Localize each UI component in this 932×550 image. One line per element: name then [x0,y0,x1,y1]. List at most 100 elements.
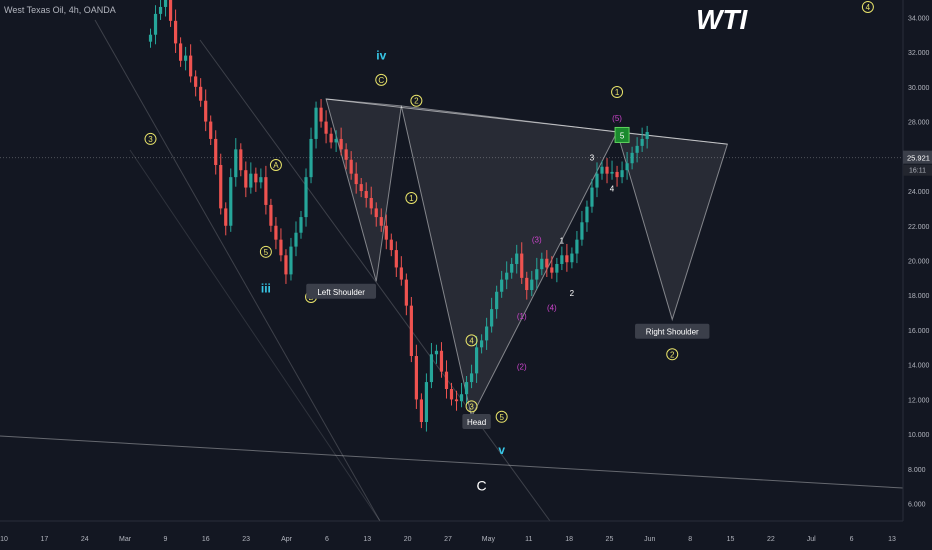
candle-body [429,354,434,383]
wave-circle [611,86,624,99]
last-price-tag [903,150,932,164]
channel-line [0,435,904,489]
y-tick-label: 8.000 [908,467,926,474]
x-tick-label: 24 [81,536,89,543]
wave-circle [465,334,478,347]
candle-body [163,0,168,7]
y-tick-label: 22.000 [908,224,930,231]
brand-title: WTI [696,4,748,35]
candle-body [490,309,494,327]
candle-body [540,258,544,270]
candle-body [590,187,594,207]
x-tick-label: 6 [325,536,329,543]
candle-body [409,305,413,357]
candle-body [630,152,634,164]
wave-label: 5 [264,248,269,257]
candle-body [620,170,624,178]
wave-label: (4) [547,303,557,312]
candle-body [374,208,378,218]
candle-body [645,131,649,139]
candle-body [173,20,178,44]
y-tick-label: 32.000 [908,50,930,57]
candle-body [304,177,308,218]
candle-body [354,173,358,185]
candle-body [505,272,509,280]
candle-body [404,279,408,306]
candle-body [474,347,479,374]
candle-body [153,13,158,35]
wave-circle [666,348,679,361]
x-tick-label: 15 [727,536,735,543]
candle-body [284,255,288,275]
candle-body [510,263,514,273]
x-tick-label: 13 [888,536,896,543]
y-tick-label: 18.000 [908,293,930,300]
wave-circle [269,158,282,171]
x-tick-label: 13 [363,536,371,543]
candle-body [379,217,383,226]
wave-label: 2 [570,289,575,298]
candle-body [148,34,153,42]
candle-body [454,399,459,402]
y-tick-label: 24.000 [908,189,930,196]
x-tick-label: 8 [688,536,692,543]
candle-body [575,239,579,254]
candle-body [610,171,614,174]
wave-label: A [273,161,279,170]
candle-body [545,258,549,268]
price-axis-bg [903,0,932,550]
candle-body [224,208,228,226]
candle-body [349,159,353,174]
wave-circle [410,94,423,107]
channel-line [129,149,381,522]
candle-body [179,43,183,61]
candle-body [469,373,474,383]
candle-body [495,291,499,310]
candle-body [399,267,403,280]
candle-body [168,0,173,21]
candle-body [359,184,363,192]
wave-label: (5) [612,114,622,123]
wave-label: iv [376,49,386,63]
candle-body [219,164,223,209]
y-tick-label: 10.000 [908,432,930,439]
candle-body [314,107,318,139]
symbol-title: West Texas Oil, 4h, OANDA [4,5,116,15]
pattern-label: Left Shoulder [317,288,365,297]
target-box [614,126,630,143]
candle-body [294,232,298,247]
wave-circle [495,410,508,423]
x-tick-label: Jun [644,536,655,543]
y-tick-label: 6.000 [908,502,926,509]
pattern-label-box [306,283,377,299]
y-tick-label: 12.000 [908,397,930,404]
candle-body [199,86,203,101]
y-tick-label: 28.000 [908,120,930,127]
candle-body [269,204,273,226]
x-tick-label: 18 [565,536,573,543]
wave-label: 3 [148,135,153,144]
candle-body [419,399,423,423]
pattern-label-box [635,323,710,339]
candle-body [550,267,554,273]
countdown-tag [903,164,932,176]
candle-body [334,138,338,143]
candle-body [535,269,539,280]
candle-body [525,277,529,291]
candle-body [585,206,589,223]
wave-label: 4 [610,185,615,194]
channel-line [199,39,551,522]
wave-label: 4 [469,336,474,345]
x-tick-label: May [482,536,496,543]
wave-label: C [378,76,384,85]
x-tick-label: Apr [281,536,293,543]
channel-line [94,19,381,522]
wave-circle [144,132,157,145]
candle-body [249,173,253,188]
wave-label: 2 [670,350,675,359]
candle-body [449,389,454,400]
y-tick-label: 34.000 [908,15,930,22]
wave-label: (2) [517,362,527,371]
candle-body [279,239,283,256]
